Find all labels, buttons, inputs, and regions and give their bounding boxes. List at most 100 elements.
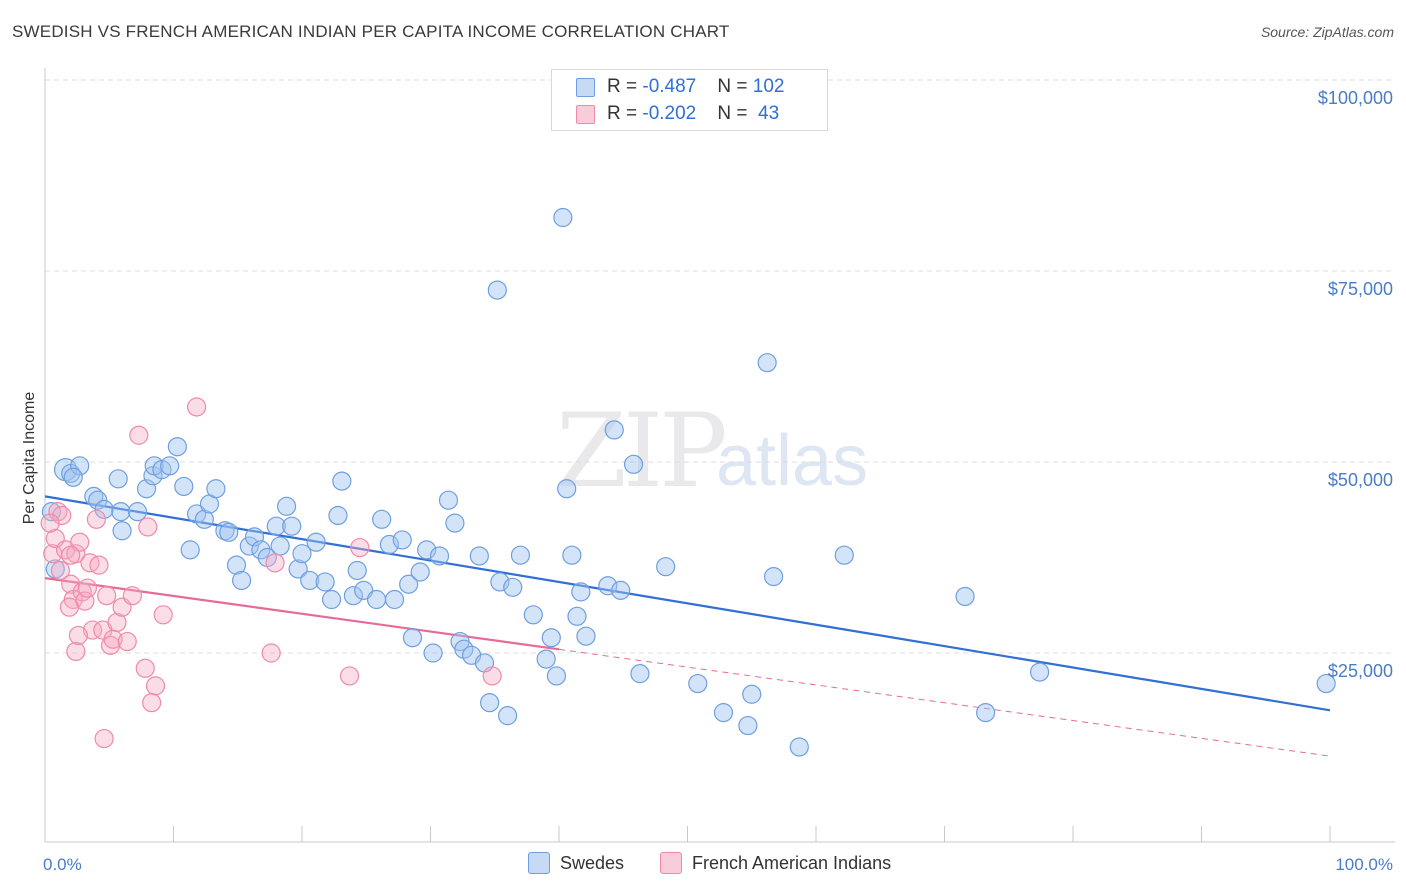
- french-american-indians-point: [265, 553, 285, 573]
- swedes-point: [108, 469, 128, 489]
- french-american-indians-point: [145, 676, 166, 696]
- french-american-indians-trendline-extension: [558, 648, 1331, 757]
- swedes-point: [306, 532, 326, 552]
- swedes-point: [562, 545, 582, 565]
- swedes-point: [127, 502, 148, 522]
- swedes-point: [789, 737, 809, 757]
- french-american-indians-point: [40, 513, 60, 533]
- legend-item-label: Swedes: [560, 852, 625, 873]
- french-american-indians-point: [48, 502, 68, 522]
- french-american-indians-swatch: [576, 104, 595, 124]
- swedes-point: [611, 580, 631, 600]
- swedes-point: [288, 559, 308, 579]
- swedes-point: [576, 626, 596, 646]
- swedes-point: [292, 544, 312, 564]
- swedes-point: [423, 643, 443, 663]
- french-american-indians-point: [68, 625, 89, 646]
- chart-source: Source: ZipAtlas.com: [1260, 24, 1394, 40]
- swedes-point: [498, 706, 518, 726]
- swedes-point: [379, 534, 399, 555]
- legend-row-french-american-indians: R = -0.202 N = 43: [576, 102, 779, 126]
- swedes-point: [84, 486, 104, 506]
- french-american-indians-point: [135, 658, 155, 678]
- swedes-point: [688, 673, 708, 694]
- y-tick-label: $75,000: [1328, 279, 1393, 299]
- trendlines: [44, 495, 1331, 757]
- french-american-indians-point: [94, 728, 114, 749]
- french-american-indians-point: [107, 612, 127, 633]
- swedes-point: [332, 471, 352, 491]
- legend-item-swedes[interactable]: Swedes: [528, 852, 624, 874]
- french-american-indians-point: [261, 643, 281, 663]
- swedes-point: [487, 280, 507, 300]
- swedes-point: [738, 715, 758, 736]
- swedes-point: [270, 536, 290, 556]
- swedes-point: [604, 420, 624, 440]
- swedes-point: [160, 456, 180, 476]
- swedes-point: [510, 545, 531, 565]
- swedes-point: [541, 628, 561, 648]
- legend-r-value: -0.487: [642, 76, 697, 97]
- swedes-point: [328, 505, 348, 526]
- french-american-indians-point: [89, 555, 109, 575]
- swedes-point: [410, 562, 430, 582]
- series-legend: Swedes French American Indians: [0, 852, 1406, 878]
- swedes-point: [834, 545, 854, 565]
- swedes-point: [167, 437, 187, 457]
- swedes-point: [454, 639, 474, 659]
- legend-n-label: N =: [717, 76, 753, 97]
- data-points: [40, 207, 1336, 757]
- legend-item-french-american-indians[interactable]: French American Indians: [660, 852, 891, 874]
- swedes-point: [384, 589, 405, 610]
- swedes-point: [194, 509, 214, 529]
- swedes-point: [282, 516, 302, 536]
- swedes-point: [571, 582, 591, 602]
- legend-item-label: French American Indians: [692, 852, 892, 873]
- swedes-point: [232, 570, 252, 591]
- swedes-point: [399, 574, 419, 594]
- french-american-indians-point: [142, 693, 162, 713]
- legend-r-value: -0.202: [642, 103, 697, 124]
- swedes-point: [372, 509, 392, 529]
- legend-n-value: 102: [752, 76, 785, 97]
- swedes-point: [656, 557, 676, 577]
- legend-n-label: N =: [717, 103, 753, 124]
- swedes-point: [112, 521, 132, 541]
- swedes-point: [469, 546, 489, 566]
- gridlines: [45, 79, 1395, 654]
- swedes-point: [226, 555, 247, 575]
- french-american-indians-point: [339, 666, 360, 686]
- swedes-legend-swatch: [528, 852, 550, 874]
- swedes-point: [251, 540, 271, 560]
- swedes-point: [713, 702, 734, 723]
- swedes-trendline: [44, 495, 1331, 712]
- swedes-point: [206, 479, 226, 499]
- swedes-point: [480, 693, 500, 713]
- swedes-point: [1029, 662, 1050, 682]
- swedes-point: [366, 589, 387, 610]
- swedes-point: [623, 454, 644, 474]
- swedes-point: [757, 353, 777, 373]
- french-american-indians-point: [122, 586, 142, 606]
- swedes-point: [598, 576, 618, 596]
- swedes-point: [630, 664, 650, 684]
- swedes-swatch: [576, 77, 595, 97]
- legend-r-label: R =: [607, 76, 643, 97]
- french-american-indians-point: [117, 631, 137, 652]
- swedes-point: [315, 572, 335, 592]
- swedes-point: [976, 702, 996, 723]
- y-tick-label: $50,000: [1328, 470, 1393, 490]
- french-american-indians-point: [70, 532, 90, 552]
- french-american-indians-point: [153, 605, 173, 625]
- swedes-point: [546, 666, 567, 686]
- swedes-point: [70, 456, 90, 476]
- axes: [44, 68, 1395, 843]
- swedes-point: [490, 572, 510, 592]
- french-american-indians-point: [77, 578, 98, 598]
- swedes-point: [276, 496, 297, 516]
- swedes-point: [1316, 673, 1336, 694]
- french-american-indians-legend-swatch: [660, 852, 682, 874]
- swedes-point: [94, 499, 114, 519]
- french-american-indians-point: [66, 641, 86, 662]
